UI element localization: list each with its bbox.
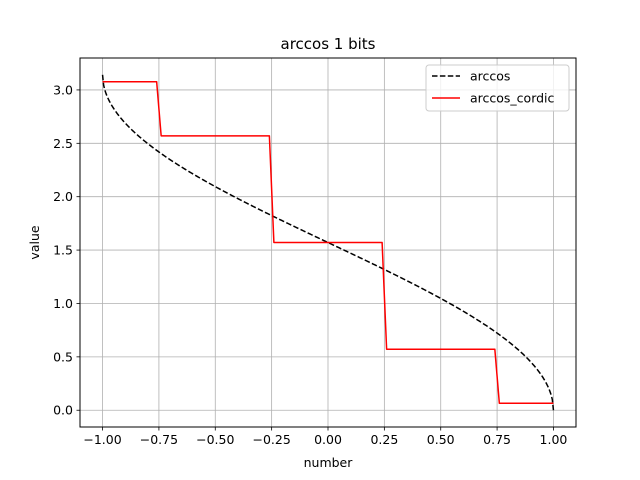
- legend-label-arccos: arccos: [470, 69, 510, 84]
- y-tick-label: 0.5: [53, 349, 73, 364]
- x-tick-label: −0.25: [252, 432, 290, 447]
- legend-box: [425, 64, 570, 112]
- x-tick-label: 0.25: [370, 432, 398, 447]
- y-tick-label: 2.0: [53, 189, 73, 204]
- series-line-arccos-cordic: [102, 80, 554, 405]
- x-tick-label: 1.00: [540, 432, 568, 447]
- y-axis-label: value: [27, 225, 42, 259]
- y-tick-label: 1.0: [53, 296, 73, 311]
- x-tick-label: 0.00: [314, 432, 342, 447]
- series-line-arccos: [101, 74, 555, 411]
- legend-label-arccos-cordic: arccos_cordic: [470, 91, 555, 106]
- axis-ticks: −1.00 −0.75 −0.50 −0.25 0.00 0.25 0.50 0.75 1.00…: [53, 82, 567, 447]
- y-tick-label: 1.5: [53, 243, 73, 258]
- x-tick-label: 0.75: [483, 432, 511, 447]
- x-tick-label: −0.75: [140, 432, 178, 447]
- x-axis-label: number: [304, 455, 354, 470]
- y-tick-label: 3.0: [53, 82, 73, 97]
- x-tick-label: 0.50: [427, 432, 455, 447]
- x-tick-label: −0.50: [196, 432, 234, 447]
- y-tick-label: 2.5: [53, 136, 73, 151]
- legend: arccos arccos_cordic: [425, 64, 570, 112]
- grid-lines: [80, 58, 576, 427]
- chart-title: arccos 1 bits: [281, 35, 376, 53]
- y-tick-label: 0.0: [53, 403, 73, 418]
- x-tick-label: −1.00: [83, 432, 121, 447]
- series-layer: [101, 74, 555, 411]
